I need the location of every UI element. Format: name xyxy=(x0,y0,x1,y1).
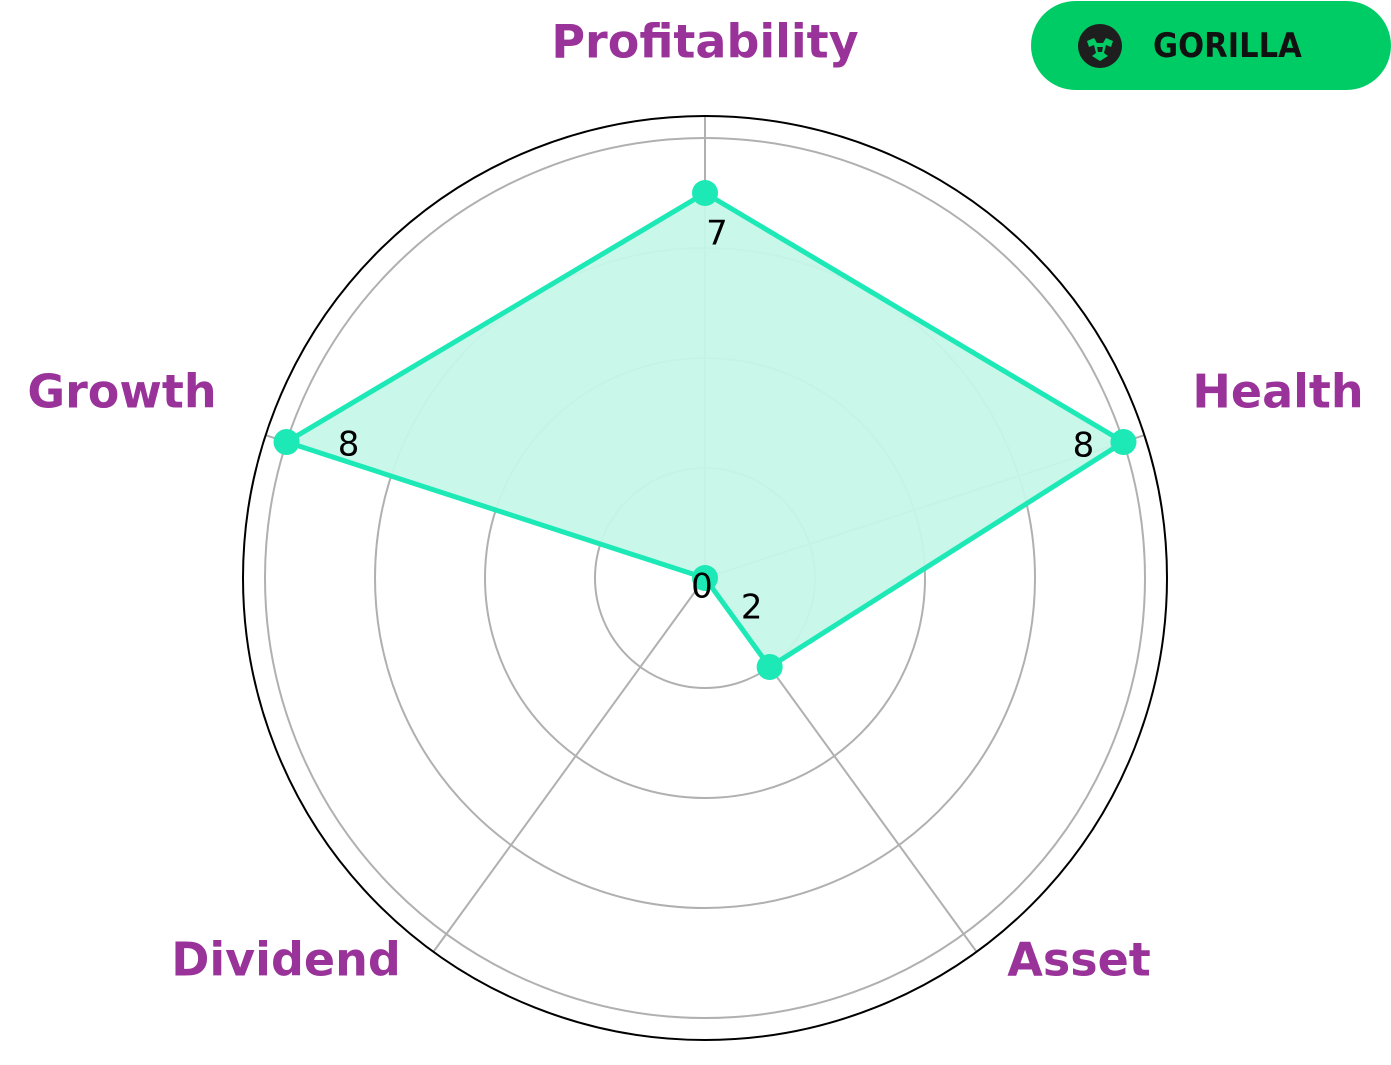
data-point xyxy=(692,180,718,206)
series-line xyxy=(284,190,1126,670)
value-label: 8 xyxy=(1073,426,1095,466)
data-point xyxy=(1110,429,1137,456)
value-label: 0 xyxy=(691,567,713,607)
data-point xyxy=(756,653,783,680)
value-label: 7 xyxy=(706,214,728,254)
category-label: Asset xyxy=(1007,933,1151,987)
gorilla-head-icon xyxy=(1078,23,1122,68)
data-point xyxy=(692,565,718,591)
value-label: 2 xyxy=(741,587,763,627)
category-label: Profitability xyxy=(551,15,858,69)
radial-gridline xyxy=(432,577,706,953)
series-area xyxy=(286,193,1124,667)
outer-frame xyxy=(242,115,1168,1041)
brand-badge: GORILLA xyxy=(1031,1,1391,90)
category-label: Dividend xyxy=(171,933,401,987)
category-label: Health xyxy=(1192,365,1363,419)
category-label: Growth xyxy=(27,365,216,419)
data-point xyxy=(273,429,300,456)
value-label: 8 xyxy=(338,425,360,465)
brand-name: GORILLA xyxy=(1153,25,1302,66)
